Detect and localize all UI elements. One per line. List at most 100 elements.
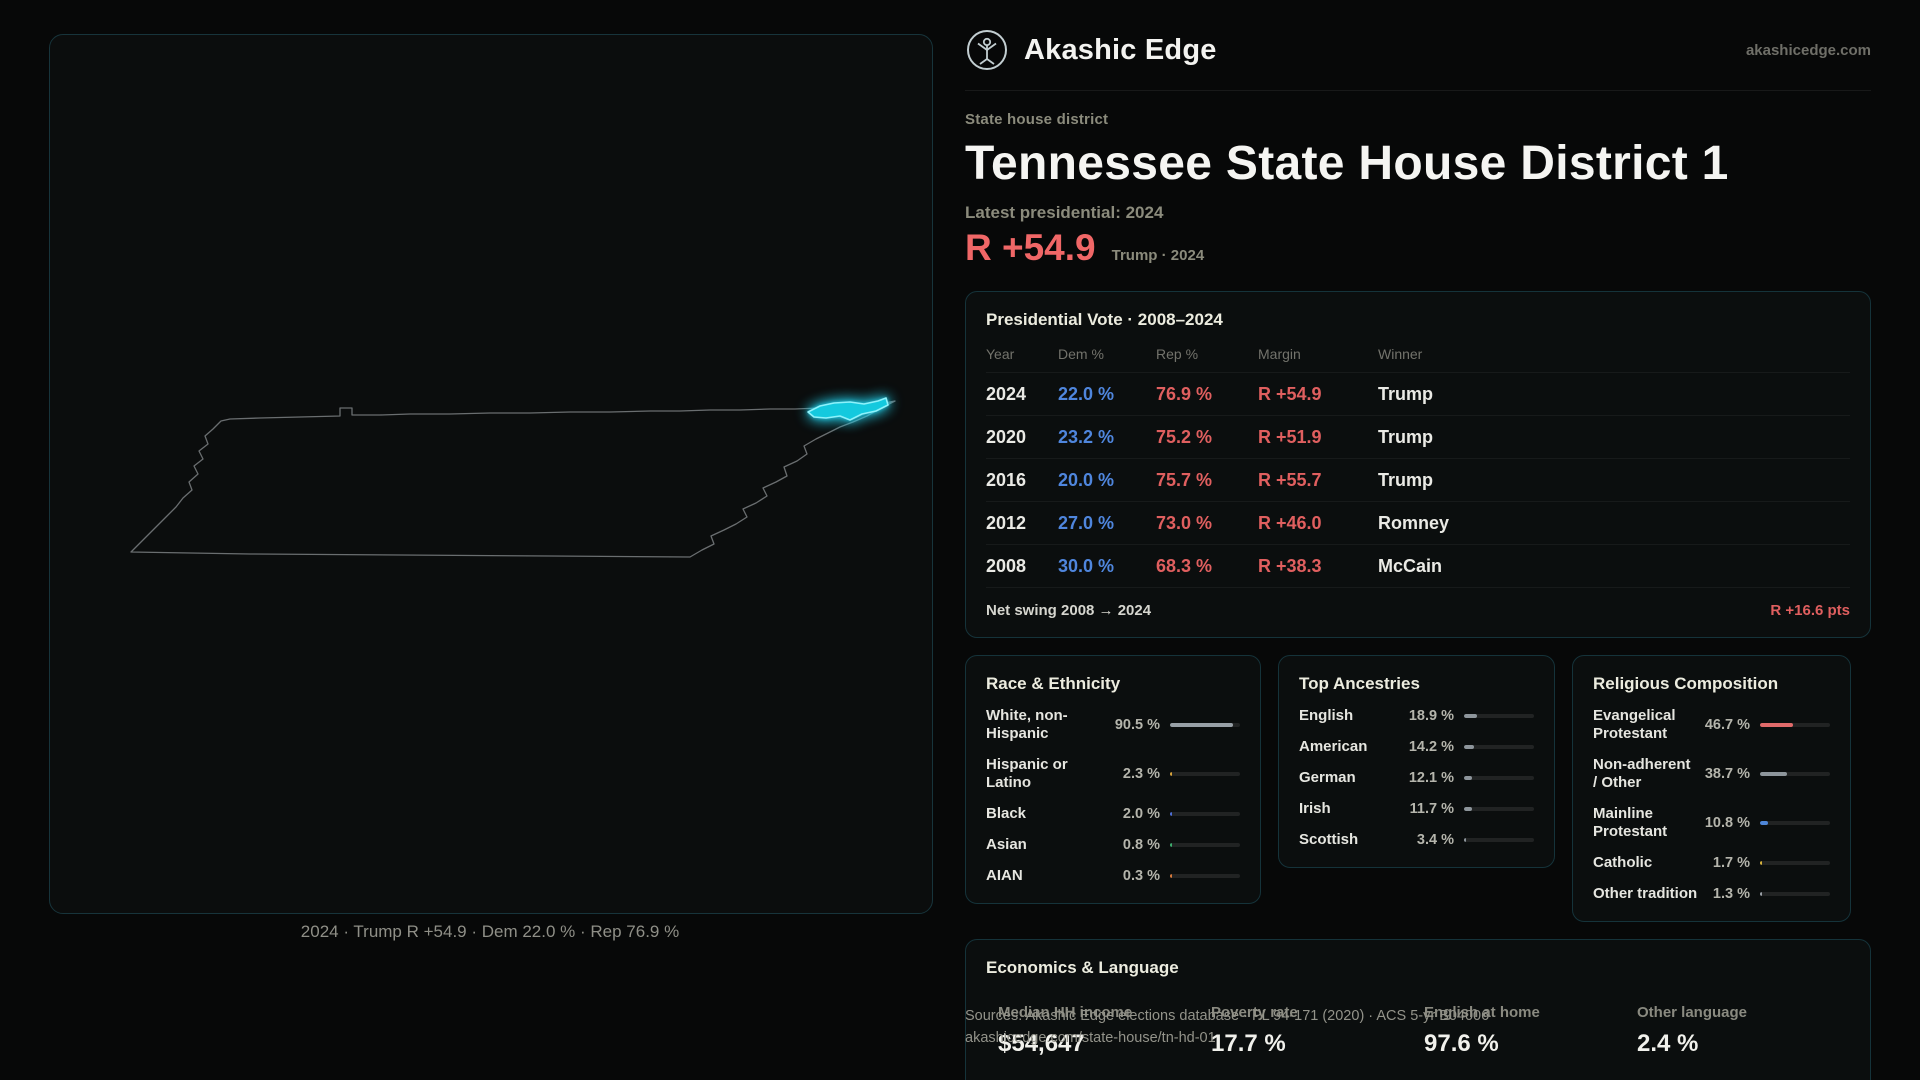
- stat-bar-fill: [1464, 745, 1474, 750]
- presidential-cell-rep: 68.3 %: [1156, 555, 1213, 576]
- stat-value: 46.7 %: [1704, 717, 1750, 734]
- brand-name: Akashic Edge: [1024, 33, 1217, 66]
- stat-bar-fill: [1170, 874, 1172, 879]
- presidential-row: 2016 20.0 % 75.7 % R +55.7 Trump: [986, 459, 1850, 503]
- econ-stat-value: 97.6 %: [1424, 1030, 1499, 1058]
- stat-bar-fill: [1760, 772, 1788, 777]
- presidential-cell-dem: 20.0 %: [1058, 469, 1115, 490]
- stat-label: Scottish: [1299, 831, 1359, 849]
- stat-bar: [1760, 861, 1830, 866]
- presidential-row: 2020 23.2 % 75.2 % R +51.9 Trump: [986, 416, 1850, 460]
- presidential-cell-winner: Trump: [1378, 383, 1434, 404]
- stat-row: Scottish 3.4 %: [1299, 831, 1534, 849]
- stat-bar: [1760, 772, 1830, 777]
- economics-card-title: Economics & Language: [986, 958, 1179, 978]
- map-caption: 2024 · Trump R +54.9 · Dem 22.0 % · Rep …: [300, 922, 680, 941]
- econ-stats: Median HH income $54,647 Poverty rate 17.7 …: [986, 1004, 1850, 1058]
- stat-bar: [1760, 821, 1830, 826]
- stat-bar: [1760, 723, 1830, 728]
- econ-stat-label: Median HH income: [998, 1004, 1133, 1022]
- presidential-column-header: Year: [986, 346, 1015, 363]
- stat-value: 0.3 %: [1122, 868, 1160, 885]
- stat-row: English 18.9 %: [1299, 707, 1534, 725]
- district-1-highlight: [807, 397, 889, 421]
- stat-bar-fill: [1464, 807, 1473, 812]
- stat-value: 12.1 %: [1408, 770, 1454, 787]
- econ-stat-value: 17.7 %: [1211, 1030, 1286, 1058]
- stat-value: 2.3 %: [1122, 766, 1160, 783]
- race-ethnicity-card: Race & Ethnicity White, non-Hispanic 90.5…: [965, 655, 1261, 905]
- headline-margin-row: R +54.9 Trump · 2024: [965, 227, 1871, 269]
- stat-bar: [1464, 776, 1534, 781]
- presidential-cell-year: 2008: [986, 555, 1027, 576]
- brand-logo-icon: [967, 30, 1007, 70]
- stat-value: 3.4 %: [1416, 832, 1454, 849]
- race-stat-list: White, non-Hispanic 90.5 % Hispanic or Lat…: [986, 707, 1240, 885]
- stat-label: Irish: [1299, 800, 1331, 818]
- stat-row: Mainline Protestant 10.8 %: [1593, 805, 1830, 841]
- stat-label: Hispanic or Latino: [986, 756, 1068, 792]
- stat-label: Catholic: [1593, 854, 1653, 872]
- presidential-cell-rep: 73.0 %: [1156, 512, 1213, 533]
- stat-row: German 12.1 %: [1299, 769, 1534, 787]
- stat-label: AIAN: [986, 867, 1023, 885]
- presidential-row: 2012 27.0 % 73.0 % R +46.0 Romney: [986, 502, 1850, 546]
- religion-stat-list: Evangelical Protestant 46.7 % Non-adherent…: [1593, 707, 1830, 903]
- stat-row: Irish 11.7 %: [1299, 800, 1534, 818]
- stat-row: Asian 0.8 %: [986, 836, 1240, 854]
- presidential-cell-dem: 23.2 %: [1058, 426, 1115, 447]
- district-type-kicker: State house district: [965, 111, 1109, 128]
- presidential-cell-rep: 75.7 %: [1156, 469, 1213, 490]
- ancestries-stat-list: English 18.9 % American 14.2 % German 12.1 % I…: [1299, 707, 1534, 849]
- econ-stat-label: Other language: [1637, 1004, 1748, 1022]
- presidential-cell-winner: Trump: [1378, 426, 1434, 447]
- stat-value: 0.8 %: [1122, 837, 1160, 854]
- econ-stat: Other language 2.4 %: [1637, 1004, 1850, 1058]
- econ-stat-value: $54,647: [998, 1030, 1085, 1058]
- stat-bar: [1464, 838, 1534, 843]
- presidential-column-header: Winner: [1378, 346, 1423, 363]
- stat-value: 38.7 %: [1704, 766, 1750, 783]
- presidential-cell-year: 2016: [986, 469, 1027, 490]
- brand-site-url: akashicedge.com: [1745, 41, 1871, 59]
- stat-bar: [1760, 892, 1830, 897]
- tennessee-map: [130, 397, 896, 558]
- religion-card-title: Religious Composition: [1593, 674, 1779, 694]
- stat-label: Evangelical Protestant: [1593, 707, 1676, 743]
- stat-row: Catholic 1.7 %: [1593, 854, 1830, 872]
- stat-bar: [1170, 843, 1240, 848]
- header: Akashic Edge akashicedge.com: [965, 0, 1871, 91]
- stat-label: Black: [986, 805, 1027, 823]
- demographics-row: Race & Ethnicity White, non-Hispanic 90.5…: [965, 655, 1871, 923]
- stat-bar-fill: [1760, 892, 1762, 897]
- presidential-cell-dem: 27.0 %: [1058, 512, 1115, 533]
- stat-value: 11.7 %: [1409, 801, 1454, 818]
- stat-row: Hispanic or Latino 2.3 %: [986, 756, 1240, 792]
- stat-label: Mainline Protestant: [1593, 805, 1668, 841]
- presidential-body: 2024 22.0 % 76.9 % R +54.9 Trump 2020 23.2 % 75…: [986, 373, 1850, 589]
- stat-label: English: [1299, 707, 1354, 725]
- econ-stat: Median HH income $54,647: [998, 1004, 1211, 1058]
- sources-note: Sources: Akashic Edge elections database…: [965, 1006, 1489, 1050]
- stat-bar-fill: [1760, 723, 1793, 728]
- stat-value: 18.9 %: [1408, 708, 1454, 725]
- presidential-row: 2008 30.0 % 68.3 % R +38.3 McCain: [986, 545, 1850, 589]
- presidential-cell-winner: Romney: [1378, 512, 1450, 533]
- stat-bar: [1170, 874, 1240, 879]
- stat-label: Non-adherent / Other: [1593, 756, 1691, 792]
- stat-bar-fill: [1170, 843, 1172, 848]
- stat-label: American: [1299, 738, 1368, 756]
- presidential-row: 2024 22.0 % 76.9 % R +54.9 Trump: [986, 373, 1850, 417]
- stat-bar: [1464, 714, 1534, 719]
- page-title: Tennessee State House District 1: [965, 137, 1729, 190]
- stat-bar-fill: [1170, 772, 1172, 777]
- stat-bar-fill: [1464, 714, 1478, 719]
- presidential-header-row: Year Dem % Rep % Margin Winner: [986, 346, 1850, 374]
- stat-label: German: [1299, 769, 1356, 787]
- econ-stat: Poverty rate 17.7 %: [1211, 1004, 1424, 1058]
- econ-stat-label: Poverty rate: [1211, 1004, 1298, 1022]
- stat-value: 90.5 %: [1114, 717, 1160, 734]
- stat-value: 2.0 %: [1122, 806, 1160, 823]
- stat-bar-fill: [1464, 838, 1467, 843]
- presidential-cell-margin: R +55.7: [1258, 469, 1322, 490]
